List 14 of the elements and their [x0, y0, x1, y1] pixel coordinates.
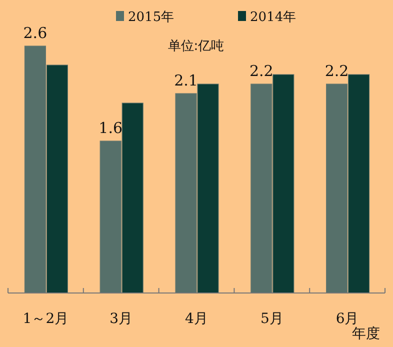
x-tick-label: 6月: [336, 311, 359, 327]
data-label: 1.6: [98, 119, 123, 137]
x-tick-label: 4月: [185, 311, 208, 327]
data-label: 2.2: [249, 62, 274, 80]
x-axis-title: 年度: [352, 326, 380, 342]
legend-label: 2015年: [128, 10, 174, 25]
legend-label: 2014年: [250, 10, 296, 25]
annotation: 单位:亿吨: [168, 39, 224, 54]
data-label: 2.6: [23, 24, 48, 42]
x-tick-label: 1～2月: [22, 311, 69, 327]
data-label: 2.1: [174, 72, 198, 90]
x-tick-label: 3月: [110, 311, 133, 327]
x-tick-label: 5月: [260, 311, 284, 327]
data-label: 2.2: [324, 62, 349, 80]
